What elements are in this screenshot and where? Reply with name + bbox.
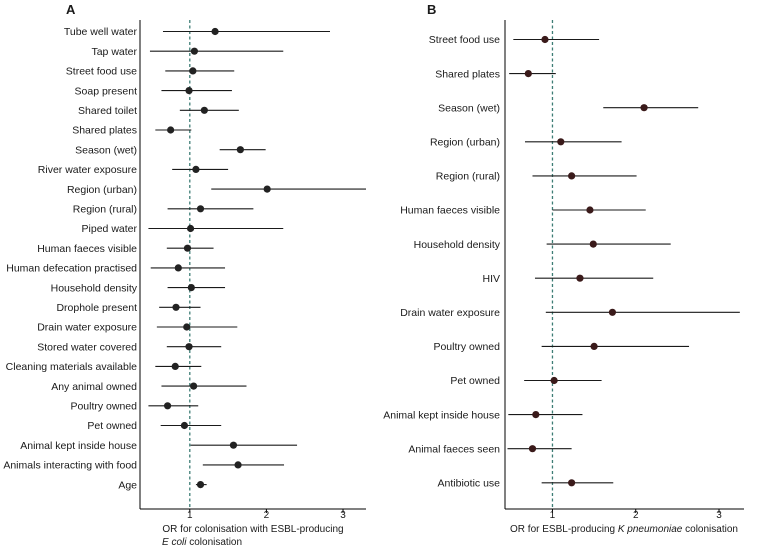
point-estimate — [200, 106, 208, 114]
row-label: Drain water exposure — [400, 307, 500, 319]
row-label: Season (wet) — [438, 102, 500, 114]
point-estimate — [541, 35, 549, 44]
point-estimate — [192, 165, 200, 173]
point-estimate — [234, 461, 242, 469]
point-estimate — [524, 70, 532, 78]
point-estimate — [532, 411, 540, 419]
row-label: Cleaning materials available — [6, 361, 137, 373]
point-estimate — [229, 441, 238, 449]
row-label: Animal kept inside house — [383, 409, 500, 421]
row-label: Animal kept inside house — [20, 440, 137, 452]
x-axis-title-italic: K pneumoniae — [618, 524, 683, 535]
row-label: Drophole present — [56, 302, 137, 314]
point-estimate — [557, 138, 565, 146]
point-estimate — [187, 284, 195, 292]
x-tick-label: 3 — [340, 510, 346, 521]
point-estimate — [550, 376, 558, 385]
x-tick-label: 2 — [264, 510, 270, 521]
row-label: Pet owned — [87, 420, 137, 432]
row-label: Region (rural) — [436, 171, 500, 183]
row-label: Pet owned — [450, 375, 500, 387]
point-estimate — [183, 244, 192, 252]
point-estimate — [171, 362, 179, 370]
point-estimate — [586, 206, 594, 214]
row-label: Region (urban) — [67, 184, 137, 196]
row-label: Human faeces visible — [37, 243, 137, 255]
row-label: Tube well water — [64, 26, 138, 38]
point-estimate — [172, 303, 180, 311]
point-estimate — [528, 445, 537, 453]
row-label: Antibiotic use — [438, 478, 501, 490]
point-estimate — [189, 67, 197, 75]
x-axis-title-line2: E coli colonisation — [162, 537, 242, 546]
x-axis-title-post: colonisation — [682, 524, 738, 535]
row-label: Season (wet) — [75, 144, 137, 156]
point-estimate — [236, 146, 244, 154]
row-label: Shared toilet — [78, 105, 137, 117]
row-label: Poultry owned — [433, 341, 500, 353]
point-estimate — [167, 126, 175, 134]
point-estimate — [180, 421, 189, 430]
panel-b: B 1 2 3 Street food use Shared plates Season (… — [383, 2, 744, 535]
point-estimate — [174, 264, 182, 272]
row-label: Human defecation practised — [6, 263, 137, 275]
row-label: Age — [118, 479, 137, 491]
row-label: Street food use — [66, 66, 137, 78]
point-estimate — [640, 104, 648, 112]
x-axis-title: OR for colonisation with ESBL-producing — [162, 524, 343, 535]
x-tick-label: 3 — [716, 510, 722, 521]
row-label: Shared plates — [72, 125, 137, 137]
point-estimate — [190, 47, 198, 55]
x-tick-label: 1 — [550, 510, 556, 521]
row-label: Stored water covered — [37, 341, 137, 353]
point-estimate — [590, 342, 598, 350]
row-label: Region (urban) — [430, 137, 500, 149]
point-estimate — [576, 274, 584, 282]
row-label: Any animal owned — [51, 381, 137, 393]
point-estimate — [196, 205, 205, 213]
point-estimate — [185, 343, 193, 351]
x-axis-title-italic: E coli — [162, 537, 187, 546]
x-axis-title-pre: OR for ESBL-producing — [510, 524, 618, 535]
row-label: Animal faeces seen — [408, 443, 500, 455]
point-estimate — [186, 224, 195, 233]
point-estimate — [568, 479, 576, 487]
row-label: Human faeces visible — [400, 205, 500, 217]
row-label: Household density — [51, 282, 138, 294]
row-label: Animals interacting with food — [3, 460, 137, 472]
point-estimate — [185, 87, 193, 95]
panel-letter: A — [66, 2, 76, 17]
x-axis-title-rest: colonisation — [186, 537, 242, 546]
row-label: Tap water — [91, 46, 137, 58]
point-estimate — [163, 402, 172, 410]
row-label: Poultry owned — [70, 401, 137, 413]
row-label: Piped water — [82, 223, 138, 235]
x-tick-label: 2 — [633, 510, 639, 521]
row-label: Shared plates — [435, 68, 500, 80]
point-estimate — [568, 172, 576, 180]
row-label: Street food use — [429, 34, 500, 46]
point-estimate — [211, 27, 219, 36]
point-estimate — [190, 382, 198, 390]
point-estimate — [589, 240, 597, 248]
panel-a: A 1 2 3 Tube well water Tap water Street food … — [3, 2, 366, 548]
row-label: HIV — [482, 273, 500, 285]
row-label: Region (rural) — [73, 204, 137, 216]
x-tick-label: 1 — [187, 510, 193, 521]
row-label: Drain water exposure — [37, 322, 137, 334]
point-estimate — [263, 185, 271, 193]
x-axis-title: OR for ESBL-producing K pneumoniae colon… — [510, 524, 738, 535]
point-estimate — [196, 481, 205, 489]
row-label: Soap present — [75, 85, 138, 97]
panel-letter: B — [427, 2, 436, 17]
row-label: Household density — [414, 239, 501, 251]
row-label: River water exposure — [38, 164, 137, 176]
point-estimate — [183, 323, 191, 331]
point-estimate — [608, 308, 617, 316]
